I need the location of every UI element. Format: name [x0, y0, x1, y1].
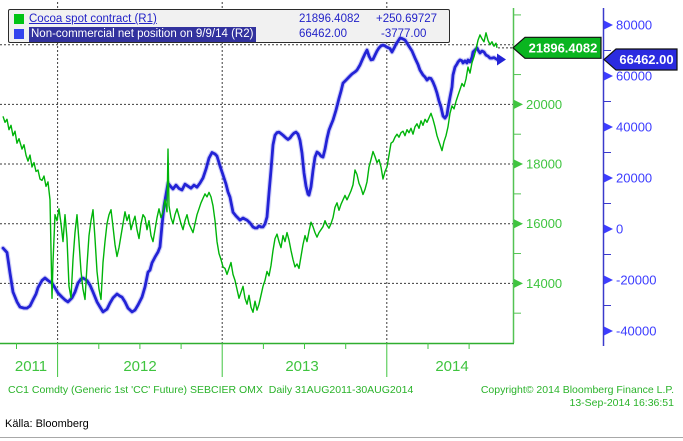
cocoa-change-value: +250.69727 [376, 13, 438, 25]
y1-tick-label: 16000 [526, 216, 562, 231]
cocoa-series-swatch [14, 14, 24, 24]
net-position-change-value: -3777.00 [381, 28, 427, 40]
y2-tick-arrow [604, 224, 613, 234]
y1-tick-label: 20000 [526, 97, 562, 112]
net-position-series-swatch [14, 29, 24, 39]
y2-tick-label: 20000 [616, 171, 652, 186]
cocoa-last-price-tag-text: 21896.4082 [529, 40, 598, 55]
y1-tick-label: 14000 [526, 276, 562, 291]
cocoa-last-price-tag [512, 36, 602, 59]
y2-tick-label: 0 [616, 222, 623, 237]
y2-tick-arrow [604, 71, 613, 81]
y2-tick-label: 80000 [616, 17, 652, 32]
copyright-text: Copyright© 2014 Bloomberg Finance L.P. [480, 384, 674, 396]
y2-tick-arrow [604, 20, 613, 30]
net-position-last-price-tag [603, 48, 678, 71]
net-position-last-value: 66462.00 [299, 28, 347, 40]
timestamp-text: 13-Sep-2014 16:36:51 [569, 397, 674, 409]
net-position-series-label[interactable]: Non-commercial net position on 9/9/14 (R… [29, 27, 257, 42]
y1-tick-arrow [514, 159, 523, 169]
y2-tick-label: 60000 [616, 68, 652, 83]
bottom-divider [0, 437, 683, 438]
net-position-series-line [1, 36, 499, 314]
y1-tick-arrow [514, 278, 523, 288]
chart-descriptor-text: CC1 Comdty (Generic 1st 'CC' Future) SEB… [8, 384, 414, 396]
copyright-block: Copyright© 2014 Bloomberg Finance L.P. 1… [481, 384, 674, 410]
x-year-label: 2014 [435, 358, 468, 375]
chart-legend: Cocoa spot contract (R1) 21896.4082 +250… [8, 9, 450, 43]
net-position-series-halo [0, 35, 500, 315]
net-position-end-marker [497, 53, 506, 66]
y2-tick-arrow [604, 275, 613, 285]
y2-tick-label: 40000 [616, 119, 652, 134]
cocoa-series-label[interactable]: Cocoa spot contract (R1) [29, 13, 157, 25]
legend-row-cocoa[interactable]: Cocoa spot contract (R1) 21896.4082 +250… [9, 12, 449, 27]
cocoa-series-line [2, 32, 498, 313]
y2-tick-arrow [604, 326, 613, 336]
legend-row-net-position[interactable]: Non-commercial net position on 9/9/14 (R… [9, 27, 449, 42]
x-year-label: 2011 [15, 358, 47, 375]
x-year-label: 2012 [123, 358, 156, 375]
y1-tick-label: 18000 [526, 157, 562, 172]
y2-tick-arrow [604, 122, 613, 132]
cocoa-last-value: 21896.4082 [299, 13, 360, 25]
y2-tick-label: -40000 [616, 324, 656, 339]
net-position-last-price-tag-text: 66462.00 [619, 52, 673, 67]
y2-tick-label: -20000 [616, 273, 656, 288]
y2-tick-arrow [604, 173, 613, 183]
y1-tick-arrow [514, 219, 523, 229]
source-note: Källa: Bloomberg [5, 418, 89, 430]
x-year-label: 2013 [285, 358, 318, 375]
y1-tick-arrow [514, 99, 523, 109]
